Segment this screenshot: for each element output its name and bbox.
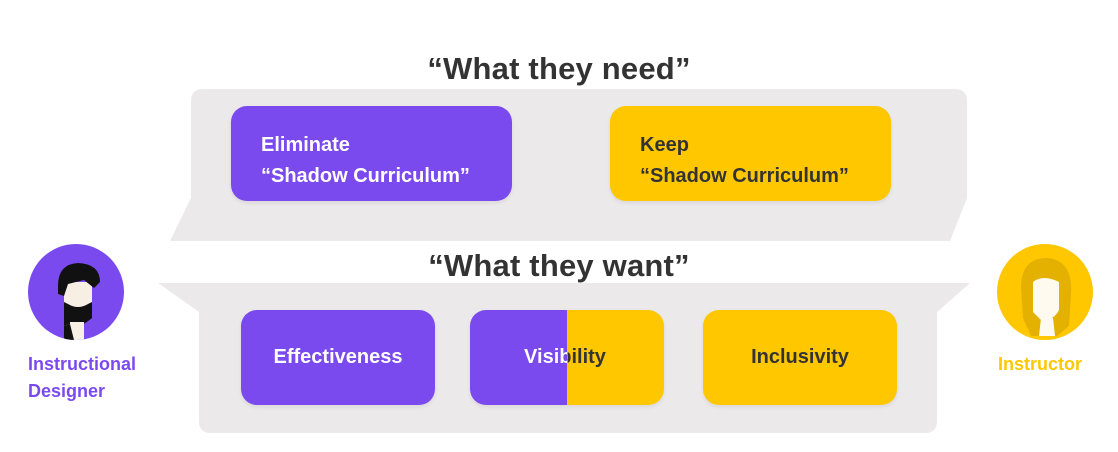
instructional-designer-label: Instructional Designer <box>28 354 137 401</box>
what-they-need-heading: “What they need” <box>427 51 691 86</box>
visibility-label: Visibility <box>524 346 606 368</box>
effectiveness-box: Effectiveness <box>241 310 435 405</box>
inclusivity-label: Inclusivity <box>751 346 849 368</box>
visibility-box: Visibility <box>470 310 664 405</box>
bearded-man-icon <box>28 244 124 340</box>
keep-shadow-curriculum-box: Keep “Shadow Curriculum” <box>610 106 891 201</box>
eliminate-shadow-curriculum-box: Eliminate “Shadow Curriculum” <box>231 106 512 201</box>
inclusivity-box: Inclusivity <box>703 310 897 405</box>
keep-label: Keep <box>640 134 689 156</box>
woman-icon <box>997 244 1093 340</box>
what-they-want-heading: “What they want” <box>428 248 690 283</box>
instructor-label: Instructor <box>998 354 1083 374</box>
effectiveness-label: Effectiveness <box>273 346 403 368</box>
eliminate-label: Eliminate <box>261 134 350 156</box>
shadow-curriculum-label: “Shadow Curriculum” <box>261 165 470 187</box>
shadow-curriculum-label: “Shadow Curriculum” <box>640 165 849 187</box>
